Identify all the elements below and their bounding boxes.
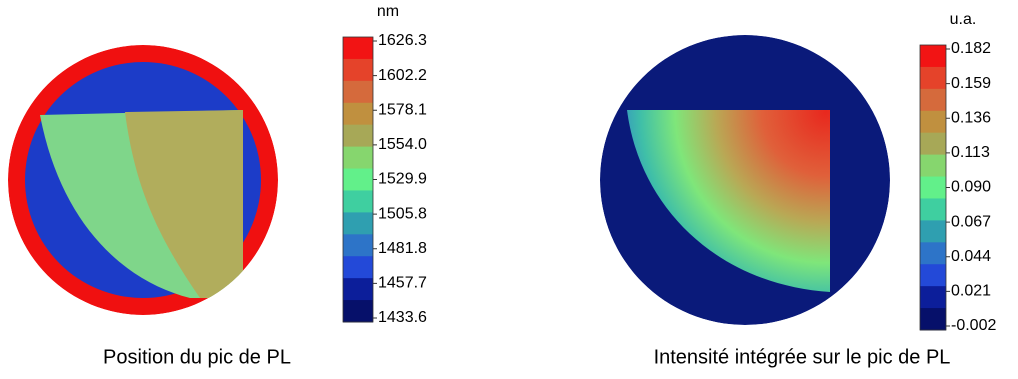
colorbar-tick-label: 0.067 — [951, 213, 991, 230]
colorbar-band — [920, 110, 946, 134]
colorbar-band — [920, 264, 946, 287]
colorbar-band — [343, 168, 373, 191]
colorbar-band — [343, 124, 373, 148]
colorbar-tick-label: 1457.7 — [378, 275, 427, 292]
colorbar-tick-label: 1433.6 — [378, 309, 427, 326]
colorbar-band — [920, 176, 946, 199]
colorbar-band — [343, 300, 373, 323]
caption: Position du pic de PL — [103, 346, 291, 368]
colorbar-band — [343, 37, 373, 60]
colorbar-band — [920, 154, 946, 178]
colorbar-tick-label: 1602.2 — [378, 67, 427, 84]
colorbar-unit: nm — [377, 3, 399, 20]
colorbar-band — [343, 58, 373, 82]
colorbar-band — [920, 220, 946, 243]
colorbar-band — [920, 88, 946, 112]
colorbar-band — [920, 242, 946, 265]
colorbar-tick-label: 1481.8 — [378, 240, 427, 257]
colorbar-band — [343, 212, 373, 235]
colorbar-tick-label: 0.113 — [951, 144, 990, 161]
colorbar-tick-label: 1554.0 — [378, 136, 427, 153]
colorbar-tick-label: 1529.9 — [378, 171, 427, 188]
colorbar-band — [920, 286, 946, 309]
colorbar-tick-label: 0.182 — [951, 40, 991, 57]
colorbar-tick-label: 1505.8 — [378, 205, 427, 222]
colorbar-tick-label: -0.002 — [951, 317, 996, 334]
colorbar-tick-label: 1626.3 — [378, 32, 427, 49]
colorbar-band — [920, 308, 946, 331]
colorbar-band — [920, 66, 946, 90]
colorbar-band — [343, 256, 373, 279]
caption: Intensité intégrée sur le pic de PL — [654, 346, 951, 368]
colorbar-tick-label: 1578.1 — [378, 101, 427, 118]
map-right — [600, 35, 890, 325]
colorbar-band — [343, 80, 373, 104]
colorbar-tick-label: 0.159 — [951, 75, 991, 92]
colorbar-band — [343, 278, 373, 301]
colorbar-band — [343, 234, 373, 257]
colorbar-tick-label: 0.021 — [951, 283, 991, 300]
colorbar-tick-label: 0.044 — [951, 248, 991, 265]
map-left — [8, 45, 278, 315]
colorbar-band — [343, 146, 373, 170]
colorbar-band — [920, 198, 946, 221]
colorbar-band — [920, 45, 946, 68]
colorbar-tick-label: 0.136 — [951, 109, 991, 126]
colorbar-band — [343, 190, 373, 213]
colorbar-unit: u.a. — [950, 11, 977, 28]
colorbar-tick-label: 0.090 — [951, 179, 991, 196]
colorbar-band — [920, 132, 946, 156]
colorbar-band — [343, 102, 373, 126]
